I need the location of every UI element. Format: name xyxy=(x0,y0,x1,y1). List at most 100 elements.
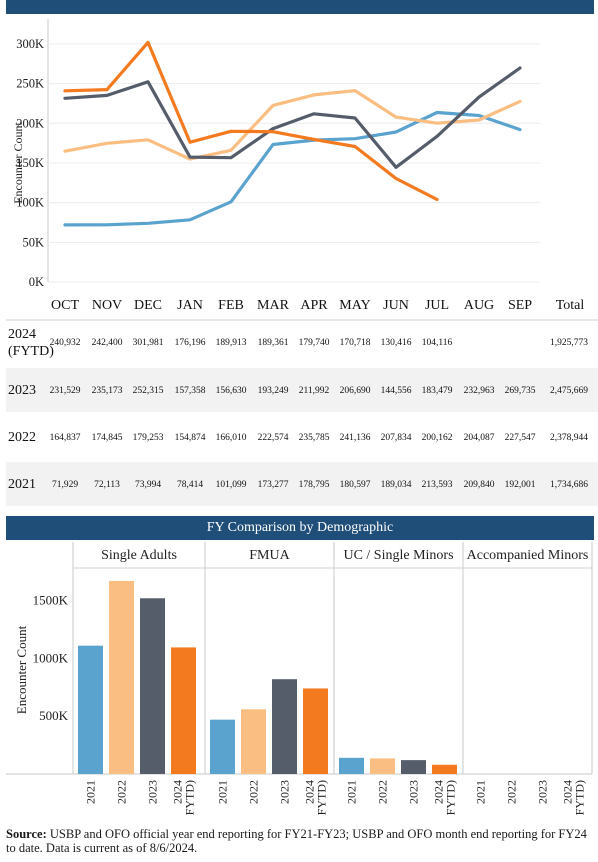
table-cell: 180,597 xyxy=(340,480,371,490)
x-tick-label: 2022 xyxy=(376,780,390,804)
y-tick-label: 300K xyxy=(16,37,44,51)
table-cell: 176,196 xyxy=(175,338,206,348)
row-label: 2023 xyxy=(8,383,36,398)
month-label: MAR xyxy=(257,298,290,313)
group-label: UC / Single Minors xyxy=(343,548,453,563)
x-tick-label: 2023 xyxy=(146,780,160,804)
table-cell: 179,253 xyxy=(133,433,164,443)
source-label: Source: xyxy=(6,827,47,841)
table-cell: 231,529 xyxy=(50,386,81,396)
series-line-2022 xyxy=(63,89,522,161)
bar xyxy=(432,764,457,774)
month-label: SEP xyxy=(508,298,532,313)
top-header-bar xyxy=(6,0,594,14)
y-axis-title: Encounter Count xyxy=(14,625,29,714)
table-cell: 204,087 xyxy=(464,433,495,443)
y-axis-title: Encounter Count xyxy=(11,121,25,203)
table-cell: 72,113 xyxy=(94,480,120,490)
month-label: FEB xyxy=(218,298,244,313)
y-tick-label: 250K xyxy=(16,77,44,91)
bar xyxy=(272,679,297,774)
table-cell: 71,929 xyxy=(52,480,78,490)
table-cell: 240,932 xyxy=(50,338,81,348)
table-cell: 232,963 xyxy=(464,386,495,396)
x-tick-label-sub: FYTD) xyxy=(315,780,329,815)
table-cell: 189,913 xyxy=(216,338,247,348)
table-cell: 156,630 xyxy=(216,386,247,396)
table-cell: 78,414 xyxy=(177,480,203,490)
table-cell: 154,874 xyxy=(175,433,206,443)
table-cell: 209,840 xyxy=(464,480,495,490)
table-cell: 252,315 xyxy=(133,386,164,396)
total-header: Total xyxy=(556,298,585,313)
table-total-cell: 1,925,773 xyxy=(550,338,588,348)
x-tick-label-sub: FYTD) xyxy=(183,780,197,815)
x-tick-label: 2024 xyxy=(303,780,317,804)
table-total-cell: 2,378,944 xyxy=(550,433,588,443)
table-cell: 235,173 xyxy=(92,386,123,396)
series-line-2023 xyxy=(63,66,522,169)
table-cell: 206,690 xyxy=(340,386,371,396)
table-cell: 227,547 xyxy=(505,433,536,443)
table-cell: 174,845 xyxy=(92,433,123,443)
month-label: APR xyxy=(300,298,328,313)
table-cell: 200,162 xyxy=(422,433,453,443)
table-cell: 211,992 xyxy=(299,386,330,396)
table-cell: 164,837 xyxy=(50,433,81,443)
y-tick-label: 500K xyxy=(39,708,69,723)
bar xyxy=(109,580,134,774)
table-cell: 183,479 xyxy=(422,386,453,396)
table-cell: 104,116 xyxy=(422,338,453,348)
x-tick-label: 2021 xyxy=(216,780,230,804)
table-cell: 192,001 xyxy=(505,480,536,490)
x-tick-label-sub: FYTD) xyxy=(573,780,587,815)
bar xyxy=(241,709,266,774)
bar xyxy=(171,647,196,774)
table-total-cell: 2,475,669 xyxy=(550,386,588,396)
table-cell: 170,718 xyxy=(340,338,371,348)
bar xyxy=(401,760,426,774)
table-cell: 193,249 xyxy=(258,386,289,396)
bar xyxy=(78,645,103,774)
source-text: USBP and OFO official year end reporting… xyxy=(6,827,587,855)
x-tick-label: 2021 xyxy=(345,780,359,804)
y-tick-label: 0K xyxy=(29,275,44,289)
table-cell: 241,136 xyxy=(340,433,371,443)
row-label: 2024 xyxy=(8,327,36,342)
x-tick-label: 2023 xyxy=(278,780,292,804)
x-tick-label: 2022 xyxy=(505,780,519,804)
x-tick-label: 2022 xyxy=(247,780,261,804)
table-cell: 235,785 xyxy=(299,433,330,443)
y-tick-label: 50K xyxy=(22,235,44,249)
x-tick-label: 2022 xyxy=(115,780,129,804)
bar xyxy=(339,757,364,774)
month-label: JUN xyxy=(383,298,409,313)
table-cell: 144,556 xyxy=(381,386,412,396)
table-cell: 157,358 xyxy=(175,386,206,396)
table-total-cell: 1,734,686 xyxy=(550,480,588,490)
row-label-sub: (FYTD) xyxy=(8,344,54,359)
table-cell: 207,834 xyxy=(381,433,412,443)
table-cell: 179,740 xyxy=(299,338,330,348)
group-label: FMUA xyxy=(249,548,290,563)
row-band xyxy=(6,368,598,412)
bar xyxy=(370,758,395,774)
month-label: MAY xyxy=(339,298,370,313)
table-cell: 178,795 xyxy=(299,480,330,490)
y-tick-label: 150K xyxy=(16,156,44,170)
x-tick-label: 2021 xyxy=(84,780,98,804)
table-cell: 189,361 xyxy=(258,338,289,348)
table-cell: 213,593 xyxy=(422,480,453,490)
monthly-data-table: 2024 (FYTD)240,932 242,400 301,981 176,196 18… xyxy=(6,319,598,506)
demographic-bar-chart: Encounter Count 500K 1000K 1500K Single Adul… xyxy=(6,542,593,815)
table-cell: 73,994 xyxy=(135,480,161,490)
x-tick-label: 2023 xyxy=(407,780,421,804)
table-cell: 269,735 xyxy=(505,386,536,396)
x-tick-label: 2024 xyxy=(432,780,446,804)
group-label: Accompanied Minors xyxy=(467,548,589,563)
row-band xyxy=(6,462,598,506)
row-label: 2022 xyxy=(8,430,36,445)
month-label: DEC xyxy=(134,298,162,313)
month-label: OCT xyxy=(51,298,79,313)
table-cell: 101,099 xyxy=(216,480,247,490)
